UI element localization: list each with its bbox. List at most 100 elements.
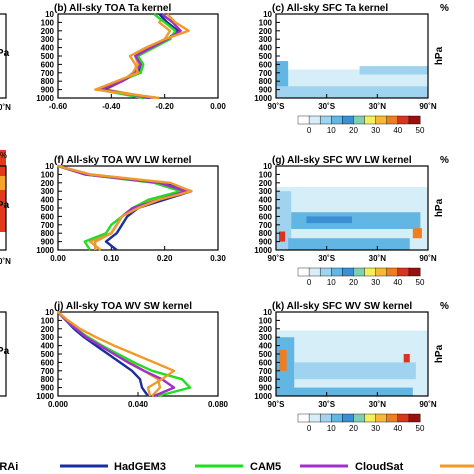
left-partial-bottom-label: 0˚N — [0, 103, 11, 112]
heat-panel-1-colorbar-swatch-6 — [364, 267, 377, 277]
line-panel-0-ylabel: hPa — [0, 48, 10, 59]
heat-panel-2-band-mid — [294, 362, 416, 380]
line-panel-2-title: (j) All-sky TOA WV SW kernel — [54, 301, 192, 312]
line-panel-2-ylabel: hPa — [0, 346, 10, 357]
heat-panel-0-colorbar-swatch-9 — [397, 115, 410, 125]
heat-panel-1-colorbar-swatch-4 — [342, 267, 354, 277]
heat-panel-1-ytick-1000: 1000 — [254, 246, 272, 255]
heat-panel-1-colorbar-tick-10: 10 — [327, 278, 336, 287]
heat-panel-2-colorbar: 0 10 20 30 40 50 — [297, 413, 425, 433]
heat-panel-1-colorbar-tick-0: 0 — [307, 278, 312, 287]
heat-panel-1-ytick-200: 200 — [259, 179, 273, 188]
line-panel-1-ytick-100: 100 — [41, 170, 55, 179]
heat-panel-2-colorbar-tick-30: 30 — [371, 424, 380, 433]
heat-panel-0-ytick-300: 300 — [259, 35, 273, 44]
heat-panel-2-colorbar-tick-40: 40 — [393, 424, 402, 433]
line-panel-1-series-extra — [57, 164, 193, 250]
heat-panel-2-colorbar-swatch-0 — [297, 413, 310, 423]
line-panel-1-ytick-300: 300 — [41, 187, 55, 196]
heat-panel-2-colorbar-swatch-9 — [397, 413, 410, 423]
heat-panel-1-colorbar-tick-40: 40 — [393, 278, 402, 287]
heat-panel-0-colorbar-swatch-1 — [308, 115, 321, 125]
heat-panel-1-colorbar-swatch-7 — [375, 267, 388, 277]
heat-panel-0-ytick-700: 700 — [259, 69, 273, 78]
heat-panel-0-colorbar-tick-0: 0 — [307, 126, 312, 135]
heat-panel-0-ytick-200: 200 — [259, 27, 273, 36]
heat-panel-2-colorbar-swatch-10 — [408, 413, 421, 423]
heat-panel-1-colorbar-swatch-10 — [408, 267, 421, 277]
heat-panel-2-field — [276, 330, 428, 396]
heat-panel-0-colorbar: 0 10 20 30 40 50 — [297, 115, 425, 135]
left-partial-unit: % — [0, 151, 7, 160]
heat-panel-2-hot-s — [279, 349, 287, 371]
line-panel-0-ytick-400: 400 — [41, 44, 55, 53]
line-panel-1-ytick-10: 10 — [45, 162, 54, 171]
line-panel-0-ytick-300: 300 — [41, 35, 55, 44]
heat-panel-2-ytick-800: 800 — [259, 375, 273, 384]
heat-panel-1-ytick-500: 500 — [259, 204, 273, 213]
line-panel-1-ytick-500: 500 — [41, 204, 55, 213]
heat-panel-2-ytick-300: 300 — [259, 333, 273, 342]
heat-panel-2-ytick-900: 900 — [259, 384, 273, 393]
heat-panel-2-ytick-200: 200 — [259, 325, 273, 334]
line-panel-2-xtick-2: 0.080 — [208, 400, 229, 409]
line-panel-2-frame — [57, 311, 219, 397]
heat-panel-0-colorbar-swatch-10 — [408, 115, 421, 125]
heat-panel-0-band-sfc — [276, 86, 428, 98]
heat-panel-0-colorbar-swatch-5 — [353, 115, 366, 125]
heat-panel-1-colorbar-swatch-5 — [353, 267, 366, 277]
heat-panel-2-colorbar-tick-0: 0 — [307, 424, 312, 433]
heat-panel-1-colorbar-swatch-2 — [319, 267, 332, 277]
legend-label-cam5: CAM5 — [250, 461, 281, 473]
heat-panel-2-ylabel: hPa — [434, 344, 445, 363]
heat-panel-0-xtick-2: 30˚N — [369, 102, 387, 111]
line-panel-1-ytick-900: 900 — [41, 238, 55, 247]
heat-panel-2-xtick-3: 90˚N — [419, 400, 437, 409]
heat-panel-1-ytick-800: 800 — [259, 229, 273, 238]
heat-panel-1-colorbar-swatch-9 — [397, 267, 410, 277]
left-partial-column: 0˚N 0˚N % — [0, 13, 11, 397]
heat-panel-1-xtick-2: 30˚N — [369, 254, 387, 263]
legend-label-hadgem3: HadGEM3 — [114, 461, 166, 473]
heat-panel-0-colorbar-swatch-6 — [364, 115, 377, 125]
heat-panel-0-unit: % — [440, 3, 449, 14]
heat-panel-0-ytick-900: 900 — [259, 86, 273, 95]
heat-panel-2-ytick-400: 400 — [259, 342, 273, 351]
line-panel-1-ytick-200: 200 — [41, 179, 55, 188]
heat-panel-0-colorbar-tick-40: 40 — [393, 126, 402, 135]
line-panel-0-xtick-1: -0.40 — [102, 102, 121, 111]
heat-panel-0-band-nh — [359, 66, 428, 75]
heat-panel-1-ytick-10: 10 — [263, 162, 272, 171]
heat-panel-1-hot-n — [412, 228, 422, 239]
heat-panel-0-colorbar-swatch-8 — [386, 115, 399, 125]
heat-panel-2-colorbar-swatch-5 — [353, 413, 366, 423]
heat-panel-1-xtick-0: 90˚S — [268, 254, 286, 263]
heat-panel-2-ytick-700: 700 — [259, 367, 273, 376]
line-panel-2-ytick-100: 100 — [41, 316, 55, 325]
line-panel-1-title: (f) All-sky TOA WV LW kernel — [54, 155, 192, 166]
line-panel-0-ytick-1000: 1000 — [36, 94, 54, 103]
line-panel-2-series-group — [57, 311, 192, 398]
line-panel-2-series-cam5 — [57, 311, 192, 398]
left-partial-frame-1 — [0, 13, 7, 99]
heat-panel-2-xtick-1: 30˚S — [318, 400, 336, 409]
heat-panel-0-ytick-500: 500 — [259, 52, 273, 61]
heat-panel-2-ytick-1000: 1000 — [254, 392, 272, 401]
heat-panel-2-hot-n — [403, 354, 410, 363]
heat-panel-1-ylabel: hPa — [434, 198, 445, 217]
heat-panel-0-colorbar-swatch-7 — [375, 115, 388, 125]
heat-panel-0-colorbar-swatch-3 — [331, 115, 343, 125]
heat-panel-2-unit: % — [440, 301, 449, 312]
heat-panel-1-hot-s — [279, 231, 286, 242]
heat-panel-1-colorbar-swatch-1 — [308, 267, 321, 277]
line-panel-0-xtick-2: -0.20 — [156, 102, 175, 111]
heat-panel-1-ytick-600: 600 — [259, 212, 273, 221]
heat-panel-2-ytick-10: 10 — [263, 308, 272, 317]
line-panel-1-ytick-600: 600 — [41, 212, 55, 221]
line-panel-0-ytick-500: 500 — [41, 52, 55, 61]
line-panel-1-xtick-3: 0.30 — [210, 254, 226, 263]
line-panel-2-ytick-600: 600 — [41, 358, 55, 367]
line-panel-2-ytick-800: 800 — [41, 375, 55, 384]
line-panel-1-ytick-800: 800 — [41, 229, 55, 238]
